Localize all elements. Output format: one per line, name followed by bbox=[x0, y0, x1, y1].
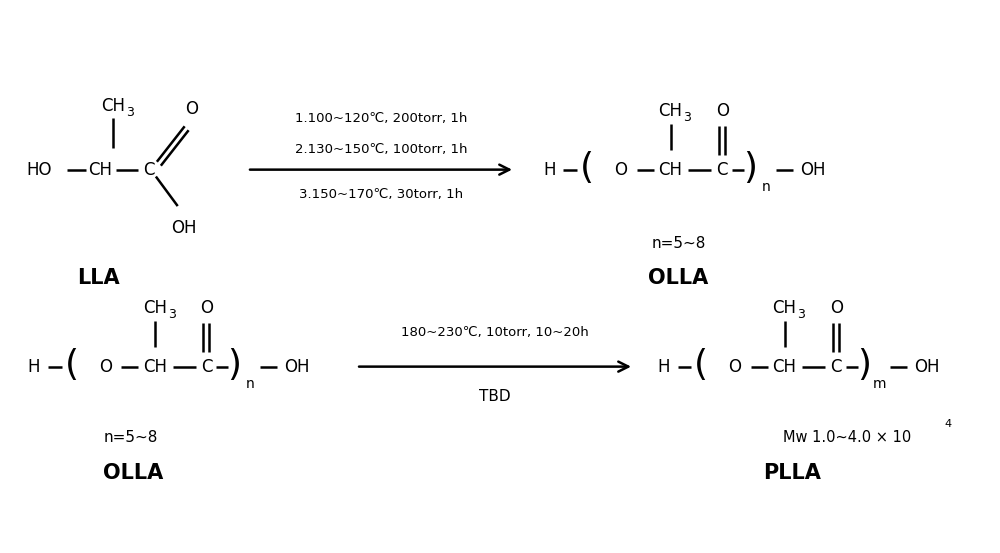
Text: CH: CH bbox=[659, 160, 683, 179]
Text: 3.150~170℃, 30torr, 1h: 3.150~170℃, 30torr, 1h bbox=[299, 188, 463, 201]
Text: 1.100~120℃, 200torr, 1h: 1.100~120℃, 200torr, 1h bbox=[295, 112, 467, 125]
Text: Mw 1.0~4.0 × 10: Mw 1.0~4.0 × 10 bbox=[783, 430, 911, 445]
Text: C: C bbox=[201, 358, 212, 375]
Text: CH: CH bbox=[773, 358, 797, 375]
Text: ): ) bbox=[743, 150, 757, 185]
Text: (: ( bbox=[694, 348, 708, 382]
Text: n: n bbox=[246, 377, 254, 392]
Text: CH: CH bbox=[101, 97, 125, 114]
Text: O: O bbox=[614, 160, 627, 179]
Text: 2.130~150℃, 100torr, 1h: 2.130~150℃, 100torr, 1h bbox=[295, 143, 467, 156]
Text: OH: OH bbox=[914, 358, 939, 375]
Text: (: ( bbox=[580, 150, 594, 185]
Text: H: H bbox=[543, 160, 556, 179]
Text: OH: OH bbox=[284, 358, 309, 375]
Text: n=5~8: n=5~8 bbox=[651, 236, 706, 251]
Text: H: H bbox=[28, 358, 40, 375]
Text: TBD: TBD bbox=[479, 389, 511, 404]
Text: LLA: LLA bbox=[77, 268, 120, 288]
Text: O: O bbox=[99, 358, 112, 375]
Text: 3: 3 bbox=[683, 111, 691, 124]
Text: O: O bbox=[200, 299, 213, 316]
Text: 4: 4 bbox=[945, 419, 952, 429]
Text: H: H bbox=[657, 358, 670, 375]
Text: CH: CH bbox=[88, 160, 112, 179]
Text: OLLA: OLLA bbox=[648, 268, 709, 288]
Text: OH: OH bbox=[171, 219, 196, 237]
Text: OH: OH bbox=[800, 160, 825, 179]
Text: O: O bbox=[729, 358, 742, 375]
Text: (: ( bbox=[65, 348, 79, 382]
Text: n=5~8: n=5~8 bbox=[103, 430, 158, 445]
Text: PLLA: PLLA bbox=[764, 463, 821, 483]
Text: ): ) bbox=[227, 348, 241, 382]
Text: CH: CH bbox=[773, 299, 797, 316]
Text: O: O bbox=[185, 100, 198, 118]
Text: C: C bbox=[830, 358, 842, 375]
Text: CH: CH bbox=[143, 358, 167, 375]
Text: CH: CH bbox=[143, 299, 167, 316]
Text: C: C bbox=[143, 160, 155, 179]
Text: 3: 3 bbox=[126, 106, 134, 119]
Text: m: m bbox=[873, 377, 887, 392]
Text: C: C bbox=[716, 160, 728, 179]
Text: 3: 3 bbox=[168, 308, 176, 321]
Text: n: n bbox=[761, 180, 770, 194]
Text: O: O bbox=[716, 102, 729, 119]
Text: CH: CH bbox=[659, 102, 683, 119]
Text: 3: 3 bbox=[798, 308, 805, 321]
Text: 180~230℃, 10torr, 10~20h: 180~230℃, 10torr, 10~20h bbox=[401, 326, 589, 338]
Text: ): ) bbox=[857, 348, 871, 382]
Text: O: O bbox=[830, 299, 843, 316]
Text: OLLA: OLLA bbox=[103, 463, 163, 483]
Text: HO: HO bbox=[26, 160, 52, 179]
